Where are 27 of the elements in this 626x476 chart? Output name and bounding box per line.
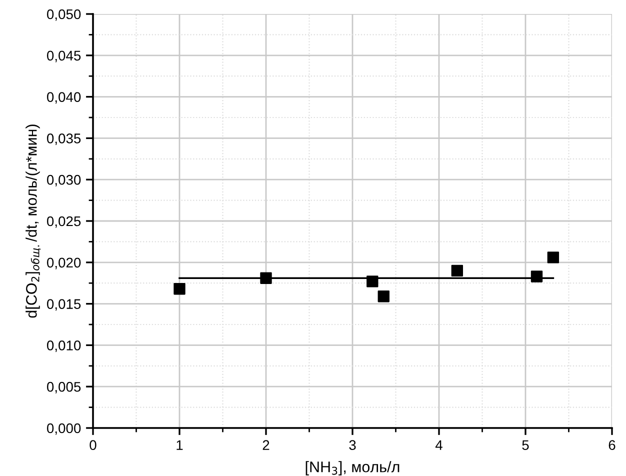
point — [451, 264, 464, 277]
x-tick-label: 2 — [262, 440, 270, 450]
y-tick-label: 0,020 — [46, 258, 81, 270]
point — [260, 272, 272, 284]
y-tick-label: 0,025 — [46, 216, 81, 228]
y-tick-label: 0,005 — [46, 382, 81, 394]
y-tick-label: 0,000 — [46, 423, 81, 435]
point — [378, 290, 390, 302]
x-tick-label: 4 — [435, 440, 442, 450]
y-tick-label: 0,015 — [46, 299, 81, 311]
x-tick-label: 1 — [176, 440, 183, 450]
y-tick-label: 0,040 — [46, 92, 81, 104]
y-tick-label: 0,030 — [46, 174, 81, 186]
x-tick-label: 6 — [608, 440, 616, 450]
x-tick-label: 3 — [349, 440, 356, 450]
point — [174, 283, 186, 295]
point — [530, 270, 543, 282]
y-axis-title: d[CO$_{2}$]$_{общ.}$/dt, моль/(л*мин) — [26, 124, 41, 318]
point — [366, 276, 378, 288]
y-tick-label: 0,050 — [46, 9, 81, 21]
y-tick-label: 0,010 — [46, 340, 81, 352]
x-axis-title: [NH$_{3}$], моль/л — [306, 461, 400, 476]
y-tick-label: 0,045 — [46, 50, 81, 62]
point — [547, 252, 560, 264]
x-tick-label: 0 — [90, 440, 96, 450]
y-tick-label: 0,035 — [46, 134, 81, 146]
x-tick-label: 5 — [522, 440, 529, 450]
